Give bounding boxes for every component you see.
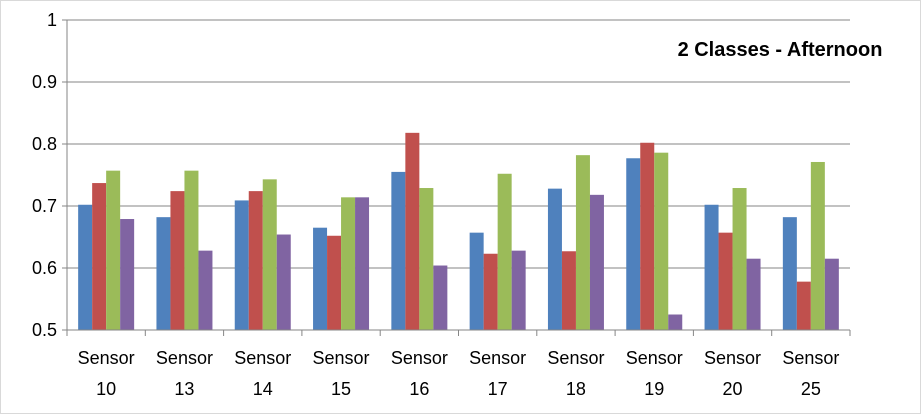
- axes: [62, 19, 851, 336]
- x-tick-label: Sensor 16: [391, 348, 448, 399]
- x-tick-label: Sensor 25: [782, 348, 839, 399]
- bars: [78, 132, 839, 330]
- bar: [640, 142, 655, 330]
- bar: [313, 227, 328, 330]
- y-tick-labels: 0.5 0.6 0.7 0.8 0.9 1: [32, 10, 57, 340]
- bar: [718, 232, 733, 330]
- x-tick-label: Sensor 10: [78, 348, 135, 399]
- x-tick-label: Sensor 13: [156, 348, 213, 399]
- chart-title: 2 Classes - Afternoon: [678, 39, 883, 61]
- y-tick-label: 0.7: [32, 196, 57, 216]
- bar: [355, 197, 370, 330]
- bar: [810, 161, 825, 330]
- bar: [327, 235, 342, 330]
- x-tick-label: Sensor 14: [234, 348, 291, 399]
- x-tick-label: Sensor 18: [547, 348, 604, 399]
- bar: [561, 251, 576, 330]
- bar: [248, 191, 263, 330]
- bar: [746, 258, 761, 330]
- bar: [419, 188, 434, 330]
- bar: [824, 258, 839, 330]
- bar: [120, 219, 135, 330]
- bar: [106, 170, 121, 330]
- bar: [78, 204, 93, 330]
- bar: [497, 173, 512, 330]
- bar: [341, 197, 356, 330]
- bar: [575, 155, 590, 330]
- bar: [732, 188, 747, 330]
- y-tick-label: 0.9: [32, 72, 57, 92]
- x-tick-label: Sensor 17: [469, 348, 526, 399]
- bar: [547, 188, 562, 330]
- bar: [184, 170, 199, 330]
- bar: [156, 217, 171, 330]
- y-tick-label: 0.8: [32, 134, 57, 154]
- bar: [262, 179, 277, 330]
- bar: [405, 132, 420, 330]
- bar: [668, 314, 683, 330]
- bar: [626, 158, 641, 330]
- bar: [276, 234, 291, 330]
- bar: [654, 152, 669, 330]
- bar: [589, 194, 604, 330]
- bar: [796, 281, 811, 330]
- y-tick-label: 1: [47, 10, 57, 30]
- bar: [433, 265, 448, 330]
- x-tick-label: Sensor 15: [313, 348, 370, 399]
- bar: [782, 217, 797, 330]
- y-tick-label: 0.6: [32, 258, 57, 278]
- bar: [198, 250, 213, 330]
- bar: [469, 232, 484, 330]
- bar: [483, 253, 498, 330]
- bar: [92, 183, 107, 330]
- bar: [170, 191, 185, 330]
- bar: [704, 204, 719, 330]
- x-tick-labels: Sensor 10 Sensor 13 Sensor 14 Sensor 15 Sensor 16…: [78, 348, 840, 399]
- x-tick-label: Sensor 20: [704, 348, 761, 399]
- bar: [511, 250, 526, 330]
- bar: [234, 200, 249, 330]
- x-tick-label: Sensor 19: [626, 348, 683, 399]
- bar: [391, 171, 406, 330]
- y-tick-label: 0.5: [32, 320, 57, 340]
